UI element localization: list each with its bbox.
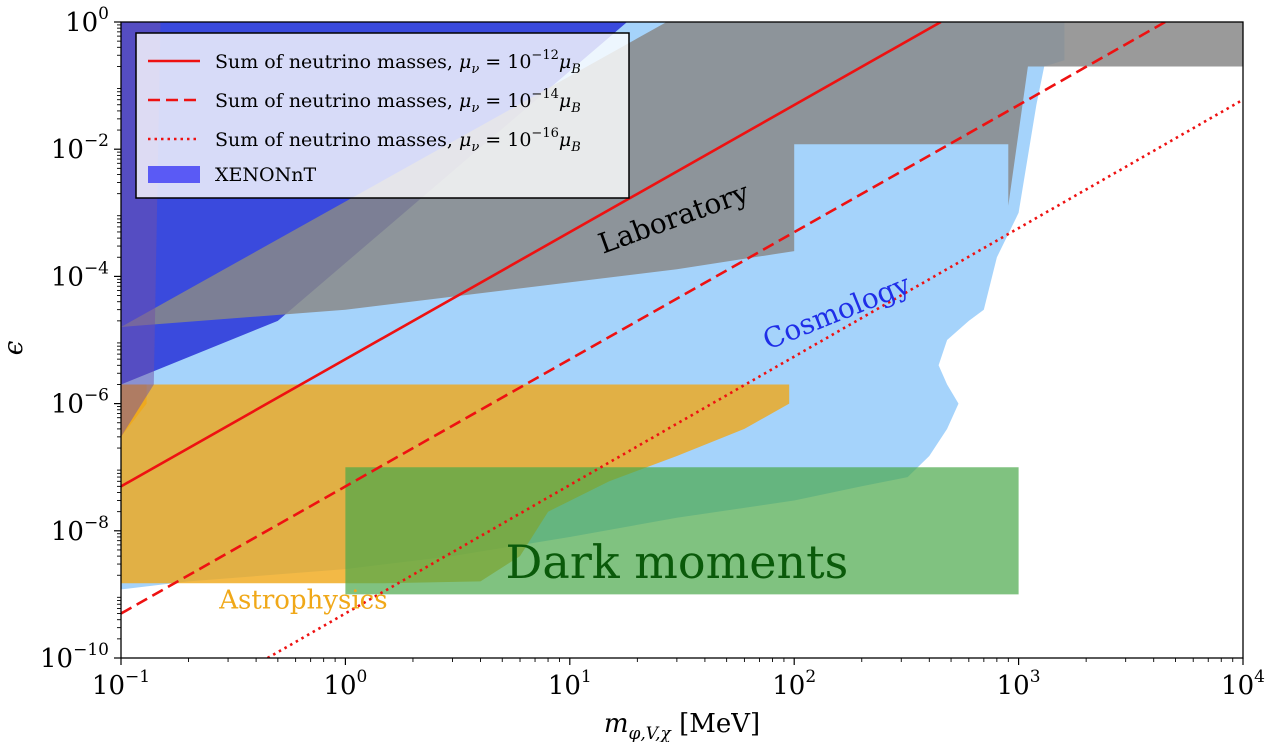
legend-box xyxy=(135,32,630,199)
x-axis: 10−1 100 101 102 103 104 xyxy=(92,658,1265,701)
legend: Sum of neutrino masses, μν = 10−12μB Sum … xyxy=(135,32,630,199)
y-tick-label: 10−6 xyxy=(51,386,109,420)
legend-swatch-xenonnt xyxy=(148,166,200,183)
y-axis: 10−10 10−8 10−6 10−4 10−2 100 xyxy=(40,4,121,674)
legend-label: Sum of neutrino masses, μν = 10−12μB xyxy=(215,48,581,77)
y-axis-label: ϵ xyxy=(0,340,29,355)
lines-layer xyxy=(121,22,1243,658)
x-tick-label: 100 xyxy=(323,667,367,701)
neutrino-line-dashed xyxy=(121,22,1166,615)
region-dark-moments xyxy=(345,467,1019,595)
x-tick-label: 104 xyxy=(1221,667,1265,701)
y-tick-label: 10−2 xyxy=(51,131,109,165)
legend-label-xenonnt: XENONnT xyxy=(215,164,316,186)
neutrino-line-dotted xyxy=(266,98,1243,658)
legend-label: Sum of neutrino masses, μν = 10−14μB xyxy=(215,87,581,116)
y-tick-label: 10−4 xyxy=(51,258,109,292)
region-laboratory xyxy=(121,22,1243,327)
plot-frame xyxy=(120,21,1244,659)
legend-label: Sum of neutrino masses, μν = 10−16μB xyxy=(215,126,581,155)
y-tick-label: 100 xyxy=(65,4,109,38)
y-tick-label: 10−8 xyxy=(51,513,109,547)
neutrino-line-solid xyxy=(121,22,942,488)
annotation-dark-moments: Dark moments xyxy=(506,535,849,589)
y-tick-label: 10−10 xyxy=(40,640,109,674)
annotation-astrophysics: Astrophysics xyxy=(218,586,387,616)
x-tick-label: 101 xyxy=(548,667,592,701)
x-tick-label: 103 xyxy=(997,667,1041,701)
x-tick-label: 102 xyxy=(772,667,816,701)
x-axis-label: mφ,V,χ [MeV] xyxy=(604,709,760,742)
x-tick-label: 10−1 xyxy=(92,667,150,701)
